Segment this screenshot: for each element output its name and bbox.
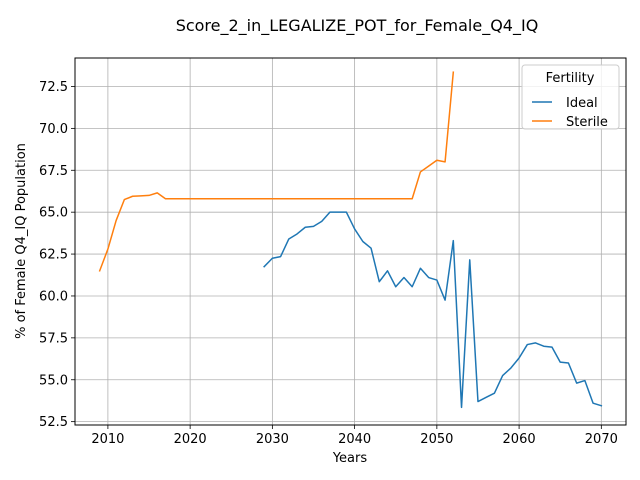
y-tick-label: 62.5 [39,248,68,263]
y-axis-label: % of Female Q4_IQ Population [14,143,29,339]
x-tick-label: 2020 [174,432,207,447]
series-line-sterile [98,71,455,272]
x-tick-label: 2010 [91,432,124,447]
y-tick-label: 55.0 [39,373,68,388]
chart-title: Score_2_in_LEGALIZE_POT_for_Female_Q4_IQ [176,16,539,36]
x-tick-label: 2040 [338,432,371,447]
x-tick-label: 2050 [420,432,453,447]
series-line-ideal [263,211,603,409]
legend-label-ideal: Ideal [566,96,598,111]
x-axis-ticks: 2010 2020 2030 2040 2050 2060 2070 [91,425,618,447]
legend-label-sterile: Sterile [566,115,608,130]
x-tick-label: 2070 [585,432,618,447]
x-tick-label: 2030 [256,432,289,447]
y-axis-ticks: 52.5 55.0 57.5 60.0 62.5 65.0 67.5 70.0 72.5 [39,80,75,430]
y-tick-label: 65.0 [39,206,68,221]
plot-frame [74,57,627,426]
legend-box [521,64,620,130]
y-tick-label: 70.0 [39,122,68,137]
series-group [98,71,603,409]
grid [75,58,626,425]
y-tick-label: 57.5 [39,331,68,346]
x-tick-label: 2060 [503,432,536,447]
legend-title: Fertility [546,71,595,86]
y-tick-label: 72.5 [39,80,68,95]
legend: Fertility Ideal Sterile [521,64,620,130]
y-tick-label: 67.5 [39,164,68,179]
x-axis-label: Years [332,451,368,466]
y-tick-label: 52.5 [39,415,68,430]
y-tick-label: 60.0 [39,289,68,304]
